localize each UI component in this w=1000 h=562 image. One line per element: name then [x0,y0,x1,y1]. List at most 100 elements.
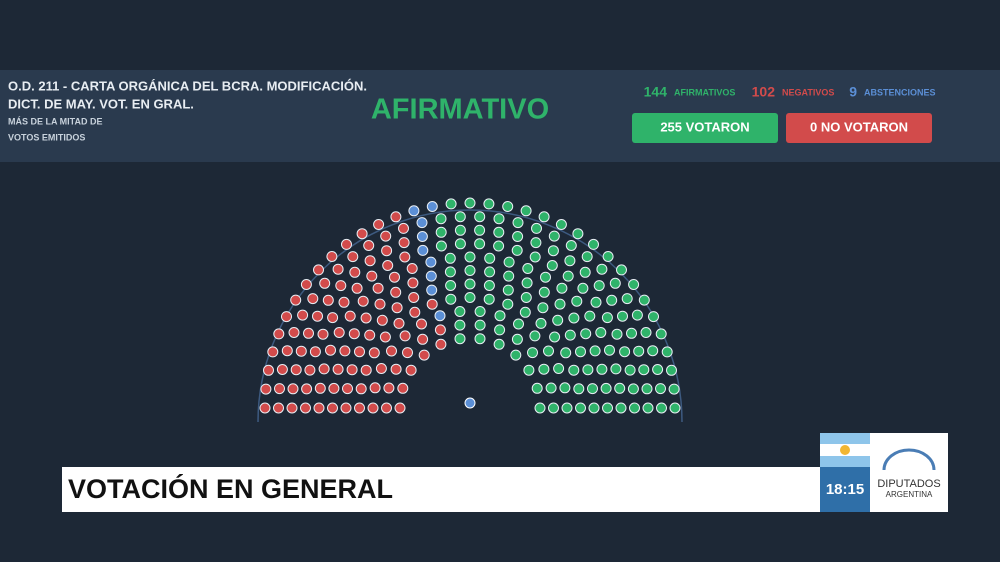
hemicycle-outline [257,209,683,423]
seat [571,295,583,307]
seat [519,306,531,318]
seat [464,278,476,290]
seat [642,402,654,414]
seat [474,306,486,317]
seat [464,197,476,209]
seat [347,251,359,263]
seat [340,402,352,414]
seat [313,264,324,276]
seat [399,330,411,342]
seat [629,402,640,414]
seat [511,333,523,345]
title: O.D. 211 - CARTA ORGÁNICA DEL BCRA. MODI… [8,78,367,93]
seat [556,282,568,294]
seat [416,217,428,229]
seat [633,345,645,357]
seat [426,284,438,296]
seat [317,328,329,340]
seat [545,382,557,394]
seat [523,364,535,376]
seat [273,402,284,414]
seat [614,382,626,394]
seat [565,240,577,251]
seat [409,306,421,318]
seat [493,240,505,252]
seat [398,222,409,234]
logo-box [870,433,948,512]
seat [631,309,643,321]
clock-box [820,467,870,512]
seat [606,294,618,306]
seat [483,198,495,210]
seat [538,211,550,223]
seat [406,263,418,274]
seat [332,263,344,275]
seat [360,312,372,324]
seat [355,383,367,395]
seat [434,324,446,336]
seat [537,302,549,314]
seat [425,256,437,268]
seat [444,252,456,264]
seat [529,330,541,342]
seat [341,238,352,250]
seat [454,238,466,250]
seat [327,402,338,414]
seat [260,383,272,395]
seat [281,345,293,357]
seat [416,231,428,242]
seat [354,346,365,358]
seat [454,306,466,317]
seat [383,382,395,394]
seat [669,402,681,414]
seat [391,302,403,314]
seat [295,345,307,357]
seat [407,277,419,289]
seat [555,219,567,230]
seat [596,263,608,275]
seat [596,363,608,375]
seat [312,310,323,322]
seat [601,312,613,324]
seat [474,333,486,345]
seat [426,201,438,212]
seat [369,382,381,394]
seat [483,293,495,305]
not-voted: 0 NO VOTARON [810,119,908,134]
seat [638,294,650,306]
seat [417,244,429,256]
seat [276,364,288,375]
seat [661,346,673,358]
seat [627,383,639,395]
seat [304,364,316,376]
seat [483,280,495,291]
seat [397,382,409,394]
seat [474,211,486,223]
seat [588,238,599,250]
seat [273,328,285,340]
seat [348,328,360,340]
seat [624,364,636,376]
seat [303,327,314,339]
seat [356,228,368,240]
seat [582,364,594,376]
seat [502,284,514,296]
seat [445,198,457,210]
seat [364,255,376,267]
seat [386,345,397,357]
seat [619,346,631,358]
seat [351,282,363,294]
seat [595,327,607,338]
seat [568,312,580,324]
seat [655,383,666,395]
seat [425,270,437,282]
seat [538,286,550,298]
seat [584,310,596,322]
seat [503,270,515,282]
seat [286,402,298,414]
seat [573,383,585,395]
seat [520,292,532,303]
seat [417,333,429,345]
logo-line1: DIPUTADOS [877,478,940,490]
seat [546,260,558,271]
